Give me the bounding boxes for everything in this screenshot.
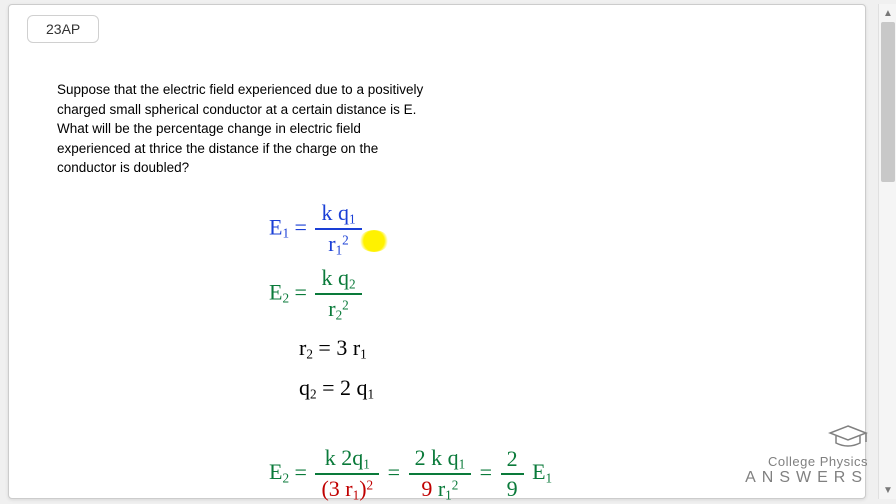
equation-e1: E1 = k q1 r12 (269, 200, 365, 259)
e4-rhs: = 2 q (322, 375, 367, 400)
scroll-down-button[interactable]: ▼ (879, 481, 896, 499)
e5-lhs: E2 (269, 459, 289, 484)
scroll-track[interactable] (879, 22, 896, 481)
e5-f1-num: k 2q1 (315, 445, 379, 473)
scroll-up-button[interactable]: ▲ (879, 4, 896, 22)
e2-num: k q2 (315, 265, 361, 293)
e5-f3-den: 9 (501, 473, 524, 502)
e1-num: k q1 (315, 200, 361, 228)
e5-eq1: = (295, 459, 307, 484)
e3-rhs: = 3 r (318, 335, 360, 360)
e5-f3-num: 2 (501, 446, 524, 473)
brand-logo: College Physics ANSWERS (745, 424, 868, 487)
e5-frac1: k 2q1 (3 r1)2 (315, 445, 379, 504)
scroll-thumb[interactable] (881, 22, 895, 182)
e1-frac: k q1 r12 (315, 200, 361, 259)
highlight-marker (359, 230, 389, 252)
equation-e2: E2 = k q2 r22 (269, 265, 365, 324)
e5-f2-den: 9 r12 (409, 473, 472, 503)
paper-area: 23AP Suppose that the electric field exp… (8, 4, 866, 499)
e2-eq: = (295, 279, 307, 304)
e5-f1-den: (3 r1)2 (315, 473, 379, 503)
e2-frac: k q2 r22 (315, 265, 361, 324)
graduation-cap-icon (828, 424, 868, 450)
equation-e4: q2 = 2 q1 (299, 375, 374, 402)
equation-e3: r2 = 3 r1 (299, 335, 367, 362)
e5-eq3: = (480, 459, 492, 484)
brand-line1: College Physics (745, 454, 868, 469)
question-text: Suppose that the electric field experien… (57, 80, 427, 178)
e5-frac3: 2 9 (501, 446, 524, 502)
e1-lhs-sub: 1 (282, 226, 289, 241)
brand-line2: ANSWERS (745, 469, 868, 487)
e5-f2-num: 2 k q1 (409, 445, 472, 473)
e4-lhs: q (299, 375, 310, 400)
problem-badge: 23AP (27, 15, 99, 43)
e2-den: r22 (315, 293, 361, 323)
vertical-scrollbar[interactable]: ▲ ▼ (878, 4, 896, 499)
e5-eq2: = (388, 459, 400, 484)
e1-eq: = (295, 214, 307, 239)
badge-text: 23AP (46, 21, 80, 37)
e2-lhs-sub: 2 (282, 291, 289, 306)
e5-tail: E1 (532, 459, 552, 484)
equation-e5: E2 = k 2q1 (3 r1)2 = 2 k q1 9 r12 = 2 9 … (269, 445, 552, 504)
e2-lhs: E (269, 279, 282, 304)
e1-den: r12 (315, 228, 361, 258)
e1-lhs: E (269, 214, 282, 239)
e5-frac2: 2 k q1 9 r12 (409, 445, 472, 504)
